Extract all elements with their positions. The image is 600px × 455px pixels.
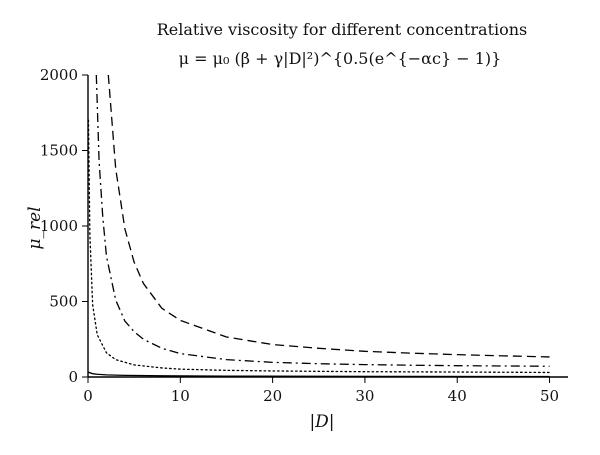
y-tick-label: 500 (49, 293, 78, 311)
series-line-dashed (107, 74, 550, 358)
x-tick-label: 50 (540, 387, 559, 405)
chart-subtitle: μ = μ₀ (β + γ|D|²)^{0.5(e^{−αc} − 1)} (179, 49, 502, 68)
x-tick-label: 30 (355, 387, 374, 405)
series-line-dashdot (95, 74, 550, 367)
y-axis-label: μ_rel (25, 206, 45, 249)
series-line-dotted (87, 119, 551, 374)
x-tick-label: 0 (83, 387, 93, 405)
chart-title: Relative viscosity for different concent… (157, 20, 528, 39)
curves (87, 74, 551, 378)
x-tick-label: 10 (171, 387, 190, 405)
x-axis-label: |D| (309, 412, 334, 432)
x-tick-label: 40 (448, 387, 467, 405)
axes (87, 75, 568, 378)
y-tick-label: 2000 (40, 66, 78, 84)
y-tick-label: 0 (68, 368, 78, 386)
y-tick-label: 1500 (40, 142, 78, 160)
series-line-solid (87, 371, 550, 378)
y-tick-label: 1000 (40, 217, 78, 235)
x-tick-label: 20 (263, 387, 282, 405)
